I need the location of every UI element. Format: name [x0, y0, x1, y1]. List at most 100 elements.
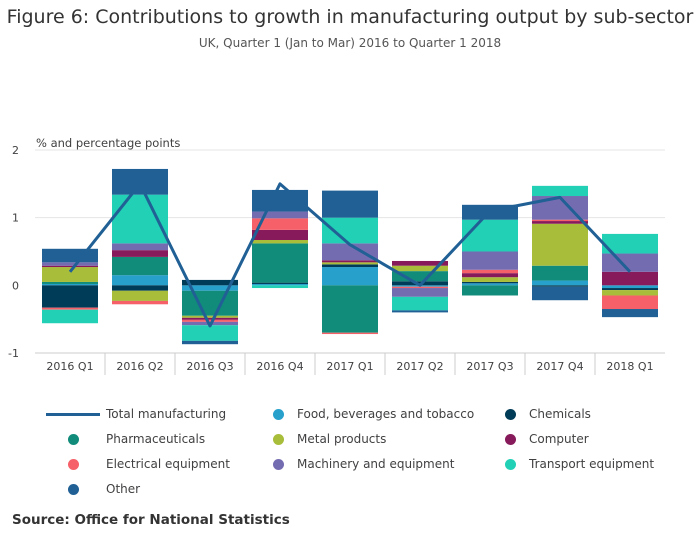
- legend-label: Electrical equipment: [106, 457, 230, 471]
- x-tick-label: 2018 Q1: [606, 360, 653, 373]
- legend-label: Chemicals: [529, 407, 591, 421]
- legend-dot-icon: [273, 459, 284, 470]
- bar-segment: [252, 243, 308, 283]
- legend-label: Other: [106, 482, 141, 496]
- legend-dot-icon: [273, 409, 284, 420]
- bar-segment: [182, 285, 238, 291]
- bar-segment: [182, 315, 238, 318]
- legend-dot-icon: [68, 484, 79, 495]
- x-axis: 2016 Q1 2016 Q2 2016 Q3 2016 Q4 2017 Q1 2017 …: [35, 352, 665, 375]
- bar-segment: [462, 283, 518, 286]
- bar-segment: [322, 243, 378, 261]
- y-axis-ticks: -1 0 1 2: [8, 144, 19, 360]
- y-tick-label: 0: [12, 279, 19, 292]
- legend-label: Machinery and equipment: [297, 457, 455, 471]
- bar-segment: [392, 286, 448, 289]
- bar-segment: [42, 281, 98, 284]
- legend-label: Transport equipment: [529, 457, 655, 471]
- bar-segment: [462, 269, 518, 274]
- bar-segment: [182, 279, 238, 286]
- legend-line-icon: [46, 413, 100, 416]
- bar-segment: [182, 319, 238, 322]
- bar-segment: [322, 285, 378, 333]
- bar-segment: [112, 256, 168, 276]
- x-tick-label: 2017 Q1: [326, 360, 373, 373]
- bar-segment: [42, 283, 98, 286]
- bar-segment: [462, 273, 518, 278]
- bar-segment: [532, 221, 588, 224]
- bar-segment: [182, 340, 238, 345]
- bar-segment: [532, 265, 588, 281]
- bar-segment: [392, 296, 448, 311]
- bar-segment: [392, 260, 448, 266]
- bar-segment: [532, 223, 588, 266]
- legend-dot-icon: [273, 434, 284, 445]
- bar-segment: [392, 271, 448, 282]
- bar-segment: [602, 271, 658, 286]
- bar-segment: [112, 285, 168, 291]
- bar-segment: [322, 217, 378, 244]
- x-tick-label: 2016 Q2: [116, 360, 163, 373]
- bar-segment: [252, 229, 308, 240]
- legend-dot-icon: [505, 409, 516, 420]
- bar-segment: [532, 185, 588, 197]
- x-tick-label: 2016 Q4: [256, 360, 303, 373]
- chart-subtitle: UK, Quarter 1 (Jan to Mar) 2016 to Quart…: [198, 36, 502, 50]
- bar-segment: [42, 248, 98, 263]
- legend-label: Pharmaceuticals: [106, 432, 206, 446]
- bar-segment: [602, 233, 658, 254]
- bar-segment: [42, 267, 98, 282]
- bar-segment: [322, 332, 378, 335]
- bar-segment: [532, 280, 588, 286]
- stacked-bars: [42, 168, 658, 345]
- bar-segment: [392, 310, 448, 313]
- bar-segment: [462, 251, 518, 270]
- chart-title: Figure 6: Contributions to growth in man…: [6, 6, 694, 28]
- bar-segment: [462, 281, 518, 284]
- bar-segment: [602, 288, 658, 291]
- bar-segment: [322, 262, 378, 265]
- y-axis-label: % and percentage points: [36, 136, 180, 150]
- bar-segment: [42, 262, 98, 266]
- total-manufacturing-line: [68, 182, 632, 328]
- bar-segment: [392, 265, 448, 272]
- legend-dot-icon: [68, 459, 79, 470]
- bar-segment: [182, 317, 238, 320]
- bar-segment: [112, 250, 168, 257]
- x-tick-label: 2016 Q1: [46, 360, 93, 373]
- bar-segment: [112, 300, 168, 305]
- bar-segment: [42, 265, 98, 268]
- bar-segment: [602, 290, 658, 296]
- bar-segment: [322, 267, 378, 286]
- y-tick-label: 2: [12, 144, 19, 157]
- bar-segment: [532, 286, 588, 301]
- legend-label: Computer: [529, 432, 589, 446]
- bar-segment: [252, 282, 308, 284]
- bar-segment: [602, 285, 658, 289]
- source-note: Source: Office for National Statistics: [12, 512, 290, 528]
- bar-segment: [462, 285, 518, 296]
- bar-segment: [532, 285, 588, 287]
- bar-segment: [392, 288, 448, 297]
- legend-dot-icon: [505, 434, 516, 445]
- bar-segment: [112, 194, 168, 244]
- bar-segment: [42, 309, 98, 324]
- x-tick-label: 2016 Q3: [186, 360, 233, 373]
- bar-segment: [182, 290, 238, 316]
- bar-segment: [112, 168, 168, 195]
- legend-dot-icon: [68, 434, 79, 445]
- legend-dot-icon: [505, 459, 516, 470]
- bar-segment: [252, 285, 308, 289]
- bar-segment: [602, 253, 658, 272]
- bar-segment: [252, 211, 308, 219]
- bar-segment: [322, 260, 378, 263]
- legend-label: Metal products: [297, 432, 387, 446]
- y-tick-label: -1: [8, 347, 19, 360]
- x-tick-label: 2017 Q3: [466, 360, 513, 373]
- y-tick-label: 1: [12, 212, 19, 225]
- bar-segment: [252, 218, 308, 230]
- bar-segment: [182, 325, 238, 341]
- bar-segment: [532, 219, 588, 222]
- total-manufacturing-series-line: [68, 182, 632, 328]
